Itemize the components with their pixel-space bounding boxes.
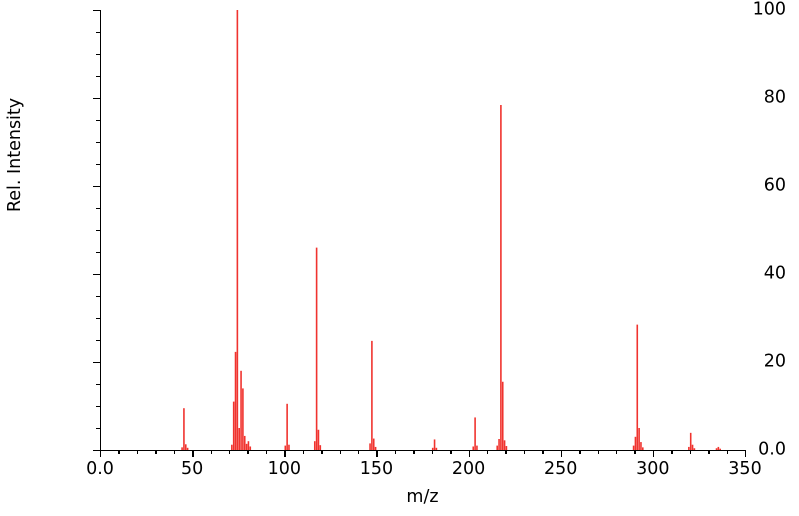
spectrum-series: [181, 10, 722, 450]
x-tick-minor: [136, 450, 139, 454]
x-axis-title: m/z: [406, 487, 439, 507]
y-tick-major: [93, 186, 100, 188]
y-tick-minor: [96, 296, 100, 298]
y-tick-minor: [96, 142, 100, 144]
y-tick-minor: [96, 384, 100, 386]
x-tick-minor: [431, 450, 434, 454]
x-tick-minor: [173, 450, 176, 454]
x-tick-major: [192, 450, 194, 457]
x-tick-label: 350: [728, 459, 762, 479]
x-tick-label: 200: [451, 459, 486, 479]
x-tick-major: [376, 450, 378, 457]
y-tick-minor: [96, 340, 100, 342]
x-tick-minor: [247, 450, 249, 454]
x-tick-minor: [339, 450, 341, 454]
y-tick-label: 20: [763, 351, 786, 372]
x-tick-minor: [542, 450, 544, 454]
y-tick-label: 40: [763, 263, 786, 284]
x-tick-major: [560, 450, 563, 457]
x-tick-minor: [229, 450, 231, 454]
x-tick-major: [100, 450, 102, 457]
y-tick-label: 0.0: [758, 439, 786, 460]
y-tick-minor: [96, 230, 100, 232]
x-tick-minor: [671, 450, 673, 454]
x-tick-minor: [689, 450, 692, 454]
x-tick-minor: [413, 450, 415, 454]
x-tick-minor: [394, 450, 397, 454]
y-axis-title: Rel. Intensity: [5, 97, 25, 213]
x-tick-major: [745, 450, 747, 457]
y-tick-label: 80: [763, 87, 786, 108]
x-tick-label: 150: [359, 459, 394, 479]
x-tick-minor: [265, 450, 268, 454]
x-tick-minor: [708, 450, 710, 454]
x-tick-label: 100: [267, 459, 301, 479]
x-tick-minor: [726, 450, 728, 454]
y-tick-minor: [96, 208, 100, 210]
y-tick-major: [93, 274, 100, 276]
x-tick-minor: [210, 450, 212, 454]
x-tick-major: [652, 450, 655, 457]
y-tick-minor: [96, 120, 100, 122]
x-tick-minor: [118, 450, 120, 454]
x-tick-minor: [487, 450, 489, 454]
x-tick-minor: [523, 450, 526, 454]
x-tick-minor: [579, 450, 581, 454]
x-tick-minor: [358, 450, 360, 454]
y-tick-label: 100: [752, 0, 786, 20]
x-tick-minor: [302, 450, 305, 454]
x-tick-label: 50: [181, 459, 204, 479]
x-tick-label: 300: [636, 459, 670, 479]
y-tick-minor: [96, 164, 100, 166]
spectrum-plot: [181, 10, 722, 450]
x-tick-minor: [450, 450, 452, 454]
y-tick-label: 60: [763, 175, 786, 196]
y-tick-minor: [96, 406, 100, 408]
y-tick-minor: [96, 318, 100, 320]
y-tick-minor: [96, 252, 100, 254]
x-tick-minor: [505, 450, 507, 454]
y-tick-major: [93, 362, 100, 364]
plot-area: [100, 10, 746, 451]
y-tick-minor: [96, 54, 100, 56]
x-tick-major: [284, 450, 286, 457]
x-tick-minor: [321, 450, 323, 454]
x-tick-minor: [155, 450, 157, 454]
x-tick-minor: [597, 450, 599, 454]
x-tick-minor: [616, 450, 618, 454]
x-tick-major: [468, 450, 470, 457]
y-tick-minor: [96, 76, 100, 78]
y-tick-major: [93, 450, 100, 452]
x-tick-label: 250: [544, 459, 578, 479]
y-tick-minor: [96, 428, 100, 430]
x-tick-label: 0.0: [86, 459, 114, 479]
y-tick-major: [93, 98, 100, 100]
x-tick-minor: [634, 450, 636, 454]
y-tick-major: [93, 10, 100, 12]
y-tick-minor: [96, 32, 100, 34]
